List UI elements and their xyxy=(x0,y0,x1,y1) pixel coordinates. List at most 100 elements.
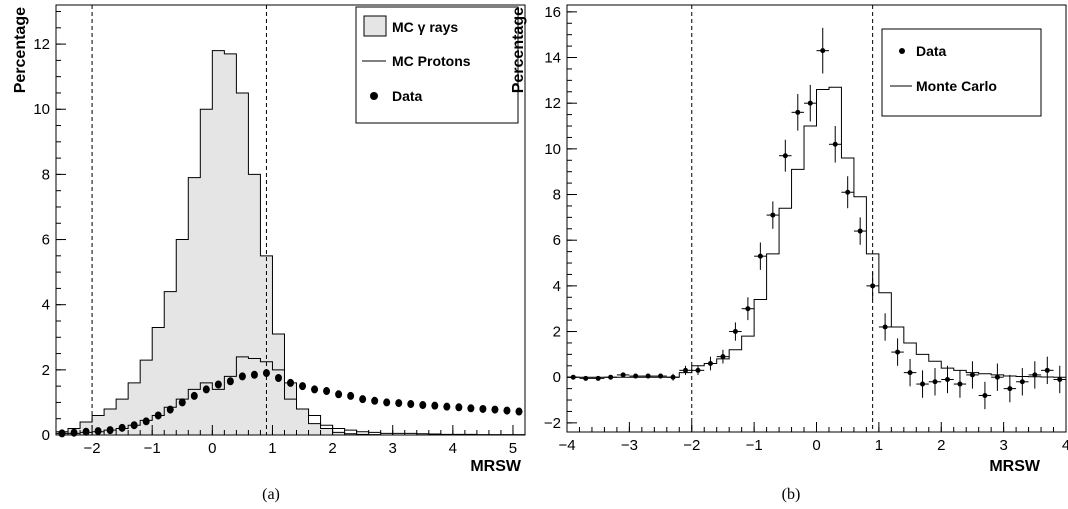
data-point xyxy=(383,398,391,407)
data-point xyxy=(443,402,451,411)
data-point xyxy=(645,373,651,379)
data-point xyxy=(274,373,282,382)
data-point xyxy=(226,377,234,386)
data-point xyxy=(70,428,78,437)
y-tick-label: 4 xyxy=(553,278,561,295)
data-point xyxy=(583,375,589,381)
y-tick-label: 12 xyxy=(544,95,561,112)
data-point xyxy=(658,373,664,379)
y-tick-label: −2 xyxy=(544,415,561,432)
data-point xyxy=(335,390,343,399)
data-point xyxy=(154,411,162,420)
data-point xyxy=(262,369,270,378)
data-point xyxy=(407,400,415,409)
data-point xyxy=(238,372,246,381)
x-tick-label: 0 xyxy=(812,437,820,454)
data-point xyxy=(732,329,738,335)
x-tick-label: 3 xyxy=(389,440,397,457)
caption-b: (b) xyxy=(782,486,801,503)
data-point xyxy=(455,403,463,412)
x-tick-label: 2 xyxy=(328,440,336,457)
data-point xyxy=(633,373,639,379)
legend-box xyxy=(881,28,1042,117)
data-point xyxy=(882,324,888,330)
x-tick-label: 3 xyxy=(999,437,1007,454)
x-tick-label: −1 xyxy=(144,440,161,457)
data-point xyxy=(395,399,403,408)
data-point xyxy=(118,423,126,432)
legend-swatch-gamma xyxy=(363,15,387,37)
data-point xyxy=(957,381,963,387)
data-point xyxy=(770,212,776,218)
data-point xyxy=(757,253,763,259)
y-tick-label: 12 xyxy=(33,36,50,53)
data-point xyxy=(431,401,439,410)
data-point xyxy=(166,405,174,414)
legend-marker-data xyxy=(370,92,378,100)
y-tick-label: 0 xyxy=(553,369,561,386)
data-point xyxy=(969,372,975,378)
data-point xyxy=(994,374,1000,380)
y-tick-label: 0 xyxy=(42,427,50,444)
x-tick-label: −2 xyxy=(683,437,700,454)
x-tick-label: −3 xyxy=(621,437,638,454)
data-point xyxy=(683,367,689,373)
x-tick-label: 2 xyxy=(937,437,945,454)
y-tick-label: 2 xyxy=(42,362,50,379)
data-point xyxy=(707,360,713,366)
legend: Data Monte Carlo xyxy=(881,28,1042,117)
data-point xyxy=(720,354,726,360)
data-point xyxy=(895,349,901,355)
legend-label-data: Data xyxy=(916,43,947,59)
data-point xyxy=(907,370,913,376)
data-point xyxy=(1032,372,1038,378)
data-point xyxy=(820,48,826,54)
data-point xyxy=(515,407,523,416)
data-point xyxy=(695,367,701,373)
data-point xyxy=(82,427,90,436)
data-point xyxy=(359,395,367,404)
data-point xyxy=(832,141,838,147)
data-point xyxy=(178,398,186,407)
data-point xyxy=(323,387,331,396)
data-point xyxy=(807,100,813,106)
x-tick-label: 4 xyxy=(449,440,457,457)
y-tick-label: 2 xyxy=(553,324,561,341)
x-tick-label: −2 xyxy=(84,440,101,457)
histogram-lines xyxy=(567,86,1066,378)
data-point xyxy=(371,396,379,405)
legend-marker-data xyxy=(899,48,905,54)
y-axis-label: Percentage xyxy=(510,7,527,93)
y-tick-label: 10 xyxy=(33,101,50,118)
x-tick-label: −1 xyxy=(746,437,763,454)
data-point xyxy=(1044,367,1050,373)
data-point xyxy=(1007,386,1013,392)
data-point xyxy=(479,404,487,413)
caption-a: (a) xyxy=(262,486,280,503)
data-point xyxy=(932,379,938,385)
data-point xyxy=(106,426,114,435)
data-point xyxy=(214,380,222,389)
data-point xyxy=(299,382,307,391)
y-tick-label: 10 xyxy=(544,141,561,158)
legend-label-gamma: MC γ rays xyxy=(392,19,458,35)
data-point xyxy=(202,385,210,394)
data-point xyxy=(58,429,66,438)
data-point xyxy=(491,405,499,414)
data-point xyxy=(670,374,676,380)
y-tick-label: 16 xyxy=(544,4,561,21)
data-point xyxy=(1057,376,1063,382)
y-axis-label: Percentage xyxy=(12,7,29,93)
y-tick-label: 6 xyxy=(553,232,561,249)
y-tick-label: 8 xyxy=(553,187,561,204)
x-tick-label: 1 xyxy=(875,437,883,454)
x-tick-label: 1 xyxy=(268,440,276,457)
data-point xyxy=(419,401,427,410)
x-tick-label: 5 xyxy=(509,440,517,457)
data-point xyxy=(347,391,355,400)
data-markers xyxy=(567,27,1066,410)
data-point xyxy=(845,189,851,195)
